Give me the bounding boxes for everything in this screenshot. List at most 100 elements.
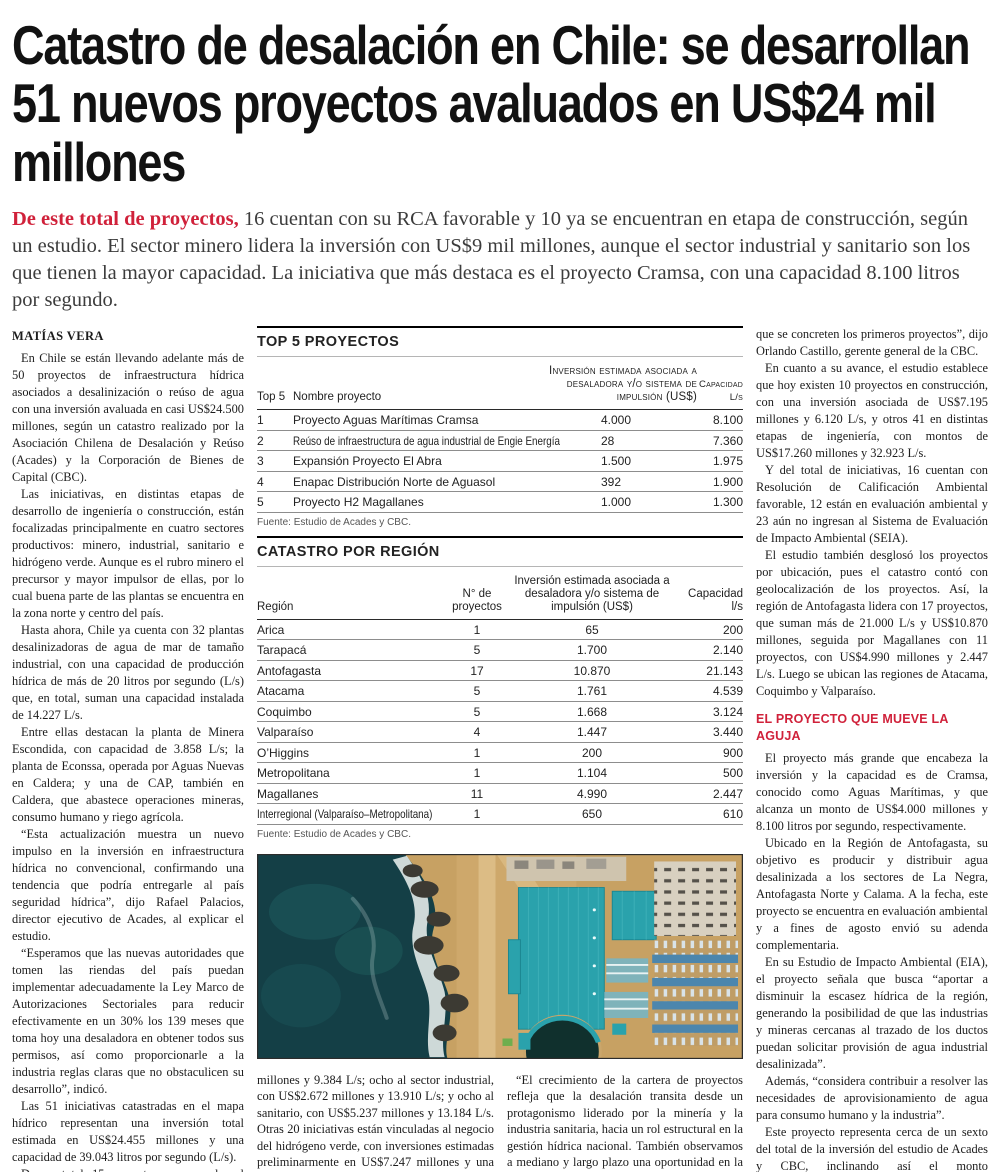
- column-middle-right: “El crecimiento de la cartera de proyect…: [507, 1072, 743, 1173]
- region-table-title: CATASTRO POR REGIÓN: [257, 538, 743, 567]
- paragraph: millones y 9.384 L/s; ocho al sector ind…: [257, 1072, 494, 1173]
- capacity-cell: 200: [722, 622, 743, 637]
- count-cell: 1: [473, 766, 481, 780]
- capacity-cell: 1.300: [712, 495, 743, 509]
- service-buildings: [604, 957, 649, 1035]
- count-cell: 17: [470, 663, 484, 678]
- investment-cell: 1.668: [576, 704, 608, 719]
- top5-table-header-row: Top 5 Nombre proyecto Inversión estimada…: [257, 357, 743, 410]
- region-header-capacity: Capacidad l/s: [688, 587, 743, 613]
- table-row: 4 Enapac Distribución Norte de Aguasol 3…: [257, 472, 743, 492]
- count-cell: 5: [473, 704, 481, 719]
- capacity-cell: 2.140: [712, 643, 743, 657]
- name-cell: Expansión Proyecto El Abra: [293, 454, 442, 468]
- region-cell: Antofagasta: [257, 663, 322, 678]
- column-middle: TOP 5 PROYECTOS Top 5 Nombre proyecto In…: [257, 326, 743, 1172]
- region-table: CATASTRO POR REGIÓN Región N° de proyect…: [257, 535, 743, 848]
- region-cell: Magallanes: [257, 786, 319, 801]
- investment-cell: 1.000: [601, 495, 632, 509]
- ocean: [257, 853, 451, 1059]
- name-cell: Reúso de infraestructura de agua industr…: [293, 433, 560, 448]
- region-header-region: Región: [257, 600, 294, 613]
- table-source: Fuente: Estudio de Acades y CBC.: [257, 516, 411, 528]
- investment-cell: 650: [581, 807, 603, 821]
- paragraph: Y del total de iniciativas, 16 cuentan c…: [756, 463, 988, 545]
- table-row: Antofagasta 17 10.870 21.143: [257, 661, 743, 681]
- paragraph: Ubicado en la Región de Antofagasta, su …: [756, 836, 988, 952]
- investment-cell: 1.700: [576, 643, 608, 657]
- region-cell: Valparaíso: [257, 725, 314, 739]
- capacity-cell: 21.143: [706, 663, 743, 678]
- shore-rocks: [402, 863, 469, 1041]
- column-left: MATÍAS VERA En Chile se están llevando a…: [12, 326, 244, 1172]
- article-body: MATÍAS VERA En Chile se están llevando a…: [12, 326, 988, 1172]
- table-row: Arica 1 65 200: [257, 620, 743, 640]
- paragraph: En su Estudio de Impacto Ambiental (EIA)…: [756, 955, 988, 1071]
- top5-table: TOP 5 PROYECTOS Top 5 Nombre proyecto In…: [257, 326, 743, 536]
- investment-cell: 4.990: [576, 786, 608, 801]
- lead-text: 16 cuentan con su RCA favorable y 10 ya …: [12, 208, 971, 311]
- table-row: Interregional (Valparaíso–Metropolitana)…: [257, 804, 743, 825]
- investment-cell: 1.500: [601, 454, 632, 468]
- count-cell: 1: [473, 807, 481, 821]
- section-subhead: EL PROYECTO QUE MUEVE LA AGUJA: [756, 712, 949, 743]
- column-middle-left: millones y 9.384 L/s; ocho al sector ind…: [257, 1072, 494, 1173]
- lead-paragraph: De este total de proyectos, 16 cuentan c…: [12, 206, 988, 314]
- headline: Catastro de desalación en Chile: se desa…: [12, 14, 971, 193]
- road: [478, 853, 496, 1059]
- table-row: Metropolitana 1 1.104 500: [257, 763, 743, 784]
- table-row: 2 Reúso de infraestructura de agua indus…: [257, 431, 743, 451]
- investment-cell: 28: [601, 433, 615, 448]
- region-cell: O’Higgins: [257, 745, 310, 760]
- paragraph: Entre ellas destacan la planta de Minera…: [12, 725, 244, 824]
- investment-cell: 10.870: [573, 663, 611, 678]
- name-cell: Proyecto Aguas Marítimas Cramsa: [293, 413, 479, 427]
- paragraph: Hasta ahora, Chile ya cuenta con 32 plan…: [12, 623, 244, 722]
- count-cell: 5: [473, 643, 481, 657]
- paragraph: Este proyecto representa cerca de un sex…: [756, 1125, 988, 1172]
- capacity-cell: 3.440: [712, 725, 743, 739]
- investment-cell: 65: [585, 622, 599, 637]
- capacity-cell: 1.975: [712, 454, 743, 468]
- region-cell: Atacama: [257, 684, 305, 698]
- count-cell: 1: [473, 622, 481, 637]
- capacity-cell: 7.360: [712, 433, 743, 448]
- investment-cell: 1.761: [576, 684, 608, 698]
- rank-cell: 4: [257, 474, 264, 489]
- investment-cell: 1.447: [576, 725, 608, 739]
- paragraph: Las iniciativas, en distintas etapas de …: [12, 487, 244, 620]
- rank-cell: 1: [257, 413, 264, 427]
- investment-cell: 4.000: [601, 413, 632, 427]
- region-cell: Arica: [257, 622, 285, 637]
- table-row: 1 Proyecto Aguas Marítimas Cramsa 4.000 …: [257, 410, 743, 431]
- paragraph: En cuanto a su avance, el estudio establ…: [756, 361, 988, 460]
- investment-cell: 392: [601, 474, 622, 489]
- paragraph: El proyecto más grande que encabeza la i…: [756, 751, 988, 833]
- investment-cell: 200: [581, 745, 603, 760]
- count-cell: 4: [473, 725, 481, 739]
- paragraph: El estudio también desglosó los proyecto…: [756, 548, 988, 698]
- paragraph: Además, “considera contribuir a resolver…: [756, 1074, 988, 1122]
- byline: MATÍAS VERA: [12, 329, 104, 343]
- top5-header-investment: Inversión estimada asociada a desaladora…: [549, 365, 697, 403]
- rack-modules: [652, 860, 739, 1046]
- paragraph: “Esta actualización muestra un nuevo imp…: [12, 827, 244, 943]
- paragraph: En Chile se están llevando adelante más …: [12, 351, 244, 484]
- paragraph: “Esperamos que las nuevas autoridades qu…: [12, 946, 244, 1096]
- capacity-cell: 900: [722, 745, 743, 760]
- paragraph: que se concreten los primeros proyectos”…: [756, 327, 988, 358]
- region-header-investment: Inversión estimada asociada a desaladora…: [514, 574, 670, 613]
- table-row: O’Higgins 1 200 900: [257, 743, 743, 763]
- region-cell: Coquimbo: [257, 704, 312, 719]
- region-cell: Interregional (Valparaíso–Metropolitana): [257, 807, 433, 821]
- capacity-cell: 500: [722, 766, 743, 780]
- investment-cell: 1.104: [576, 766, 608, 780]
- paragraph: Las 51 iniciativas catastradas en el map…: [12, 1099, 244, 1164]
- region-header-count: N° de proyectos: [452, 587, 502, 613]
- top5-header-rank: Top 5: [257, 391, 286, 403]
- capacity-cell: 610: [722, 807, 743, 821]
- region-cell: Metropolitana: [257, 766, 330, 780]
- capacity-cell: 4.539: [712, 684, 743, 698]
- column-right: que se concreten los primeros proyectos”…: [756, 326, 988, 1172]
